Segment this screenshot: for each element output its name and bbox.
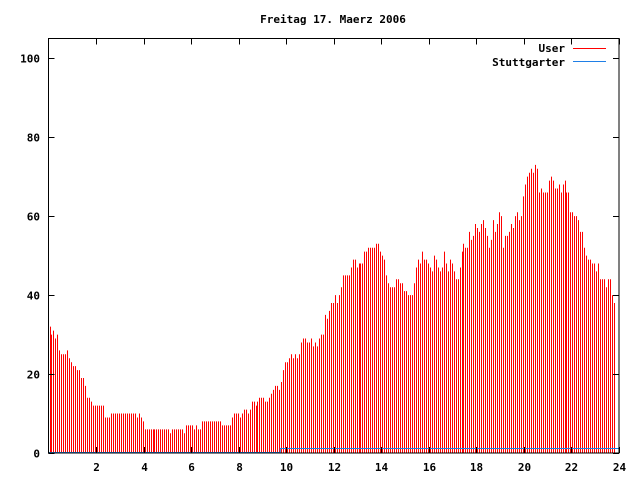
legend-label-user: User xyxy=(539,42,566,55)
y-axis: 0 20 40 60 80 100 xyxy=(20,53,619,461)
x-tick-label: 2 xyxy=(93,461,100,474)
x-tick-label: 20 xyxy=(518,461,531,474)
x-tick-label: 8 xyxy=(236,461,243,474)
x-tick-label: 18 xyxy=(470,461,483,474)
x-tick-label: 14 xyxy=(375,461,389,474)
x-tick-label: 10 xyxy=(280,461,293,474)
y-tick-label: 60 xyxy=(27,211,40,224)
y-tick-label: 100 xyxy=(20,53,40,66)
y-tick-label: 80 xyxy=(27,132,40,145)
y-tick-label: 20 xyxy=(27,369,40,382)
x-tick-label: 4 xyxy=(141,461,148,474)
x-tick-label: 12 xyxy=(328,461,341,474)
x-axis: 2 4 6 8 10 12 14 16 18 20 22 24 xyxy=(93,38,627,474)
x-tick-label: 6 xyxy=(188,461,195,474)
x-tick-label: 22 xyxy=(565,461,578,474)
x-tick-label: 16 xyxy=(423,461,437,474)
y-tick-label: 40 xyxy=(27,290,40,303)
user-bars xyxy=(50,164,615,453)
legend: User Stuttgarter xyxy=(492,42,606,69)
y-tick-label: 0 xyxy=(33,448,40,461)
legend-label-stuttgarter: Stuttgarter xyxy=(492,56,565,69)
chart-title: Freitag 17. Maerz 2006 xyxy=(260,13,406,26)
plot-frame xyxy=(48,38,620,454)
x-tick-label: 24 xyxy=(613,461,627,474)
